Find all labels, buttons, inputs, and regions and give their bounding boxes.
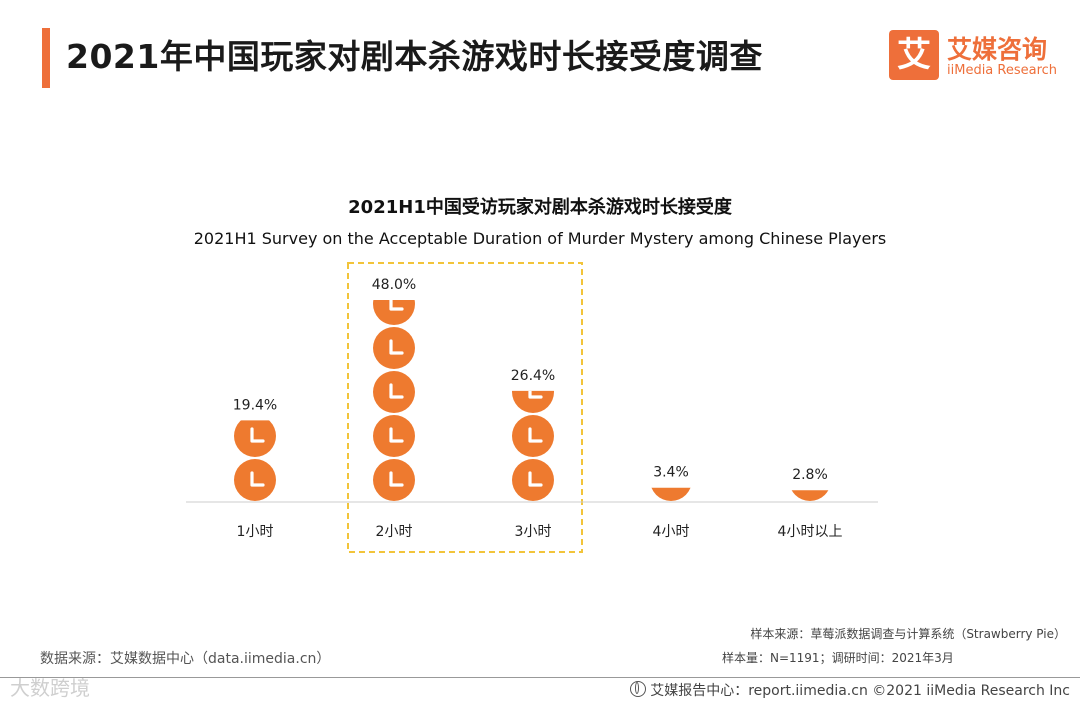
iimedia-logo: 艾 艾媒咨询 iiMedia Research — [889, 30, 1069, 82]
clock-icon — [373, 327, 415, 369]
page-title: 2021年中国玩家对剧本杀游戏时长接受度调查 — [66, 37, 763, 76]
clock-hand — [389, 471, 404, 487]
clock-icon — [373, 371, 415, 413]
data-source-note: 数据来源：艾媒数据中心（data.iimedia.cn） — [40, 651, 331, 667]
clock-icon — [512, 459, 554, 501]
clock-icon — [512, 415, 554, 457]
category-label: 2小时 — [376, 524, 413, 540]
clock-hand — [528, 471, 543, 487]
clock-icon — [512, 390, 554, 413]
clock-hand — [528, 390, 543, 399]
highlight-box — [347, 262, 583, 553]
bar-3: 26.4% 3小时 — [511, 368, 555, 540]
clock-icon — [373, 300, 415, 325]
chart-title: 2021H1中国受访玩家对剧本杀游戏时长接受度 — [348, 197, 732, 218]
clock-hand — [389, 383, 404, 399]
chart-subtitle: 2021H1 Survey on the Acceptable Duration… — [193, 229, 887, 248]
logo-chinese-name: 艾媒咨询 — [947, 35, 1048, 64]
bar-4: 3.4% 4小时 — [651, 465, 691, 540]
clock-icon — [373, 459, 415, 501]
footer: 艾媒报告中心：report.iimedia.cn ©2021 iiMedia R… — [630, 680, 1070, 700]
clock-icon — [234, 459, 276, 501]
title-accent-bar — [42, 28, 50, 88]
value-label: 2.8% — [792, 467, 828, 483]
value-label: 26.4% — [511, 368, 555, 384]
value-label: 48.0% — [372, 277, 416, 293]
logo-mark: 艾 — [889, 30, 939, 80]
bar-2: 48.0% 2小时 — [372, 277, 416, 540]
footer-text: 艾媒报告中心：report.iimedia.cn ©2021 iiMedia R… — [650, 683, 1070, 699]
logo-english-name: iiMedia Research — [947, 63, 1058, 78]
bar-5: 2.8% 4小时以上 — [778, 467, 843, 540]
clock-hand — [389, 339, 404, 355]
clock-hand — [250, 471, 265, 487]
clock-hand — [389, 300, 404, 311]
watermark-text: 大数跨境 — [10, 676, 90, 700]
clock-hand — [389, 427, 404, 443]
value-label: 3.4% — [653, 465, 689, 481]
clock-icon — [651, 487, 691, 501]
category-label: 1小时 — [237, 524, 274, 540]
bar-1: 19.4% 1小时 — [233, 397, 277, 540]
sample-source-note: 样本来源：草莓派数据调查与计算系统（Strawberry Pie） — [750, 627, 1066, 641]
clock-icon — [373, 415, 415, 457]
clock-hand — [528, 427, 543, 443]
clock-hand — [250, 427, 265, 443]
globe-icon — [630, 681, 647, 697]
footer-divider — [0, 677, 1080, 678]
category-label: 3小时 — [515, 524, 552, 540]
sample-size-note: 样本量：N=1191；调研时间：2021年3月 — [722, 651, 954, 665]
value-label: 19.4% — [233, 397, 277, 413]
clock-icon — [234, 420, 276, 457]
category-label: 4小时 — [653, 524, 690, 540]
clock-icon — [791, 490, 829, 501]
category-label: 4小时以上 — [778, 524, 843, 540]
